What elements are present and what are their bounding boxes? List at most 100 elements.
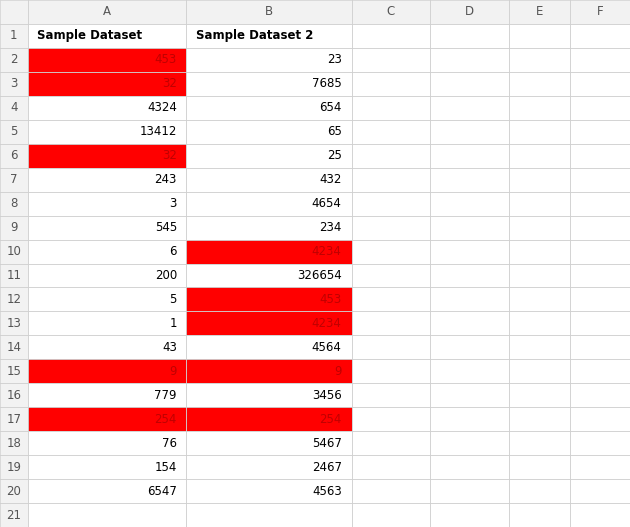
Bar (570, 359, 630, 383)
Bar (352, 264, 430, 287)
Bar (509, 144, 570, 168)
Bar (28, 24, 186, 48)
Text: 19: 19 (6, 461, 21, 474)
Bar (186, 96, 352, 120)
Text: 5: 5 (169, 293, 177, 306)
Text: F: F (597, 5, 603, 18)
Text: 154: 154 (154, 461, 177, 474)
Text: 9: 9 (10, 221, 18, 234)
Bar (186, 311, 352, 335)
Bar (186, 335, 352, 359)
Bar (186, 72, 352, 96)
Bar (352, 24, 430, 48)
Bar (352, 168, 430, 192)
Bar (570, 455, 630, 479)
Bar (28, 311, 186, 335)
Text: 4324: 4324 (147, 101, 177, 114)
Bar (430, 168, 509, 192)
Text: 17: 17 (6, 413, 21, 426)
Text: 6: 6 (10, 149, 18, 162)
Text: 3: 3 (169, 197, 177, 210)
Bar (570, 216, 630, 240)
Bar (352, 503, 430, 527)
Bar (352, 0, 430, 24)
Text: 7685: 7685 (312, 77, 341, 90)
Text: 21: 21 (6, 509, 21, 522)
Bar (430, 192, 509, 216)
Bar (570, 311, 630, 335)
Text: 11: 11 (6, 269, 21, 282)
Bar (28, 48, 186, 72)
Bar (352, 479, 430, 503)
Bar (430, 287, 509, 311)
Bar (509, 455, 570, 479)
Text: 43: 43 (162, 341, 177, 354)
Bar (186, 455, 352, 479)
Bar (28, 96, 186, 120)
Bar (352, 120, 430, 144)
Bar (186, 240, 352, 264)
Text: 453: 453 (319, 293, 341, 306)
Text: 32: 32 (162, 149, 177, 162)
Text: 4654: 4654 (312, 197, 341, 210)
Text: 6: 6 (169, 245, 177, 258)
Bar (352, 216, 430, 240)
Text: 10: 10 (6, 245, 21, 258)
Text: 2467: 2467 (312, 461, 341, 474)
Bar (509, 24, 570, 48)
Bar (430, 431, 509, 455)
Bar (430, 24, 509, 48)
Bar (430, 96, 509, 120)
Bar (509, 383, 570, 407)
Bar (186, 503, 352, 527)
Bar (430, 264, 509, 287)
Bar (430, 311, 509, 335)
Bar (352, 287, 430, 311)
Bar (186, 359, 352, 383)
Bar (186, 287, 352, 311)
Bar (28, 359, 186, 383)
Bar (570, 240, 630, 264)
Bar (570, 24, 630, 48)
Bar (430, 503, 509, 527)
Text: 4564: 4564 (312, 341, 341, 354)
Bar (0, 359, 28, 383)
Bar (509, 120, 570, 144)
Text: 5467: 5467 (312, 437, 341, 450)
Text: B: B (265, 5, 273, 18)
Bar (430, 479, 509, 503)
Bar (352, 48, 430, 72)
Bar (28, 431, 186, 455)
Bar (570, 503, 630, 527)
Text: 18: 18 (6, 437, 21, 450)
Bar (0, 311, 28, 335)
Text: 779: 779 (154, 389, 177, 402)
Text: 243: 243 (154, 173, 177, 186)
Text: 3: 3 (10, 77, 18, 90)
Text: 2: 2 (10, 53, 18, 66)
Bar (570, 192, 630, 216)
Bar (352, 192, 430, 216)
Bar (509, 359, 570, 383)
Text: 14: 14 (6, 341, 21, 354)
Bar (28, 383, 186, 407)
Bar (509, 48, 570, 72)
Bar (352, 96, 430, 120)
Bar (352, 144, 430, 168)
Bar (0, 48, 28, 72)
Bar (509, 407, 570, 431)
Text: 3456: 3456 (312, 389, 341, 402)
Text: 545: 545 (155, 221, 177, 234)
Bar (186, 431, 352, 455)
Bar (0, 168, 28, 192)
Bar (0, 96, 28, 120)
Text: 15: 15 (6, 365, 21, 378)
Bar (509, 431, 570, 455)
Bar (28, 120, 186, 144)
Text: 8: 8 (10, 197, 18, 210)
Bar (186, 407, 352, 431)
Text: 65: 65 (327, 125, 341, 138)
Text: 13: 13 (6, 317, 21, 330)
Bar (186, 0, 352, 24)
Text: 23: 23 (327, 53, 341, 66)
